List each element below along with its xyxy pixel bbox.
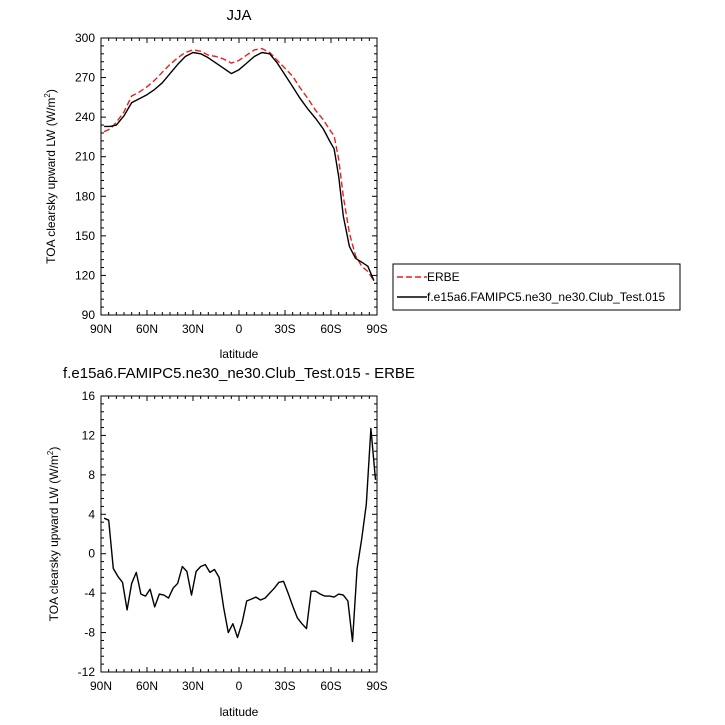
x-tick-label: 90N <box>90 322 112 336</box>
chart-top: JJA 90 120 150 180 210 240 270 300 90N 60N 30N 0 30… <box>43 7 388 361</box>
y-axis-label-text: TOA clearsky upward LW (W/m <box>47 455 61 621</box>
x-axis: 90N 60N 30N 0 30S 60S 90S <box>90 38 388 336</box>
y-tick-label: 270 <box>75 71 95 85</box>
y-tick-label: -12 <box>78 665 96 679</box>
y-tick-label: 300 <box>75 31 95 45</box>
chart-title: f.e15a6.FAMIPC5.ne30_ne30.Club_Test.015 … <box>63 365 415 382</box>
y-axis: 90 120 150 180 210 240 270 300 <box>75 31 377 322</box>
series-line-0 <box>103 427 377 643</box>
y-tick-label: 0 <box>88 547 95 561</box>
legend-box <box>392 263 681 311</box>
series-line-0 <box>103 47 375 282</box>
y-axis-label: TOA clearsky upward LW (W/m2) <box>43 89 58 264</box>
x-tick-label: 90S <box>366 322 387 336</box>
chart-bottom: f.e15a6.FAMIPC5.ne30_ne30.Club_Test.015 … <box>46 365 415 719</box>
series-line-1 <box>104 51 375 281</box>
x-axis: 90N 60N 30N 0 30S 60S 90S <box>90 396 388 693</box>
x-tick-label: 30N <box>182 679 204 693</box>
x-tick-label: 60N <box>136 679 158 693</box>
y-axis-label: TOA clearsky upward LW (W/m2) <box>46 447 61 622</box>
x-axis-label: latitude <box>220 705 259 719</box>
y-axis-label-close: ) <box>44 89 58 93</box>
series-layer <box>103 47 375 282</box>
x-tick-label: 90N <box>90 679 112 693</box>
legend: ERBE f.e15a6.FAMIPC5.ne30_ne30.Club_Test… <box>392 263 681 311</box>
x-tick-label: 60S <box>320 322 341 336</box>
x-tick-label: 0 <box>236 322 243 336</box>
y-tick-label: -8 <box>84 626 95 640</box>
y-tick-label: -4 <box>84 586 95 600</box>
y-tick-label: 90 <box>82 308 96 322</box>
x-tick-label: 0 <box>236 679 243 693</box>
x-axis-label: latitude <box>220 347 259 361</box>
y-tick-label: 16 <box>82 389 96 403</box>
x-tick-label: 30N <box>182 322 204 336</box>
x-tick-label: 30S <box>274 322 295 336</box>
x-tick-label: 60N <box>136 322 158 336</box>
y-axis: -12 -8 -4 0 4 8 12 16 <box>78 389 377 679</box>
y-axis-label-sup: 2 <box>46 450 55 455</box>
y-tick-label: 180 <box>75 189 95 203</box>
y-tick-label: 240 <box>75 110 95 124</box>
x-tick-label: 60S <box>320 679 341 693</box>
plot-frame <box>100 37 378 316</box>
chart-title: JJA <box>226 7 251 24</box>
y-tick-label: 4 <box>88 507 95 521</box>
y-tick-label: 12 <box>82 428 96 442</box>
x-tick-label: 30S <box>274 679 295 693</box>
y-axis-label-sup: 2 <box>43 93 52 98</box>
y-axis-label-close: ) <box>47 447 61 451</box>
series-layer <box>103 427 377 643</box>
y-tick-label: 120 <box>75 268 95 282</box>
x-tick-label: 90S <box>366 679 387 693</box>
y-axis-label-text: TOA clearsky upward LW (W/m <box>44 98 58 264</box>
legend-label-erbe: ERBE <box>427 270 460 284</box>
y-tick-label: 8 <box>88 468 95 482</box>
y-tick-label: 210 <box>75 150 95 164</box>
y-tick-label: 150 <box>75 229 95 243</box>
legend-label-model: f.e15a6.FAMIPC5.ne30_ne30.Club_Test.015 <box>427 290 665 304</box>
